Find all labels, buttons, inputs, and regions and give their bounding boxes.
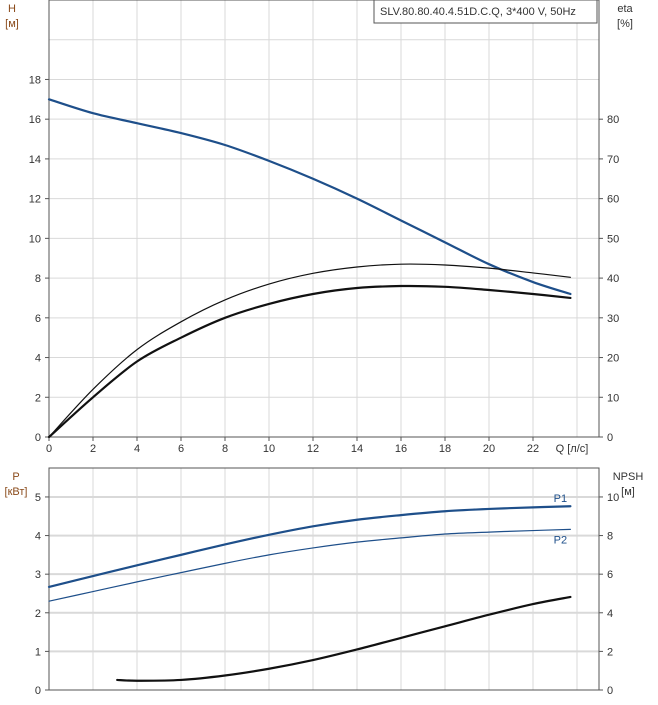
y-left-axis-unit: [кВт] <box>5 486 28 498</box>
y-left-tick-label: 2 <box>35 608 41 620</box>
x-tick-label: 0 <box>46 443 52 455</box>
y-left-tick-label: 0 <box>35 685 41 697</box>
y-right-tick-label: 30 <box>607 313 619 325</box>
curve-line-series-2 <box>116 595 572 682</box>
x-tick-label: 12 <box>307 443 319 455</box>
y-right-tick-label: 0 <box>607 432 613 444</box>
y-left-tick-label: 8 <box>35 273 41 285</box>
y-right-tick-label: 80 <box>607 114 619 126</box>
y-right-tick-label: 50 <box>607 233 619 245</box>
curve-line-series-0 <box>47 98 572 296</box>
y-left-tick-label: 16 <box>29 114 41 126</box>
y-right-tick-label: 10 <box>607 392 619 404</box>
plot-frame <box>48 0 600 438</box>
series-label-p1: P1 <box>554 493 567 505</box>
y-left-tick-label: 12 <box>29 194 41 206</box>
y-left-tick-label: 6 <box>35 313 41 325</box>
x-tick-label: 18 <box>439 443 451 455</box>
x-tick-label: 2 <box>90 443 96 455</box>
y-right-tick-label: 8 <box>607 531 613 543</box>
y-right-tick-label: 2 <box>607 646 613 658</box>
y-left-axis-name: P <box>12 471 19 483</box>
y-right-tick-label: 40 <box>607 273 619 285</box>
y-left-tick-label: 5 <box>35 492 41 504</box>
x-tick-label: 4 <box>134 443 140 455</box>
y-left-tick-label: 1 <box>35 646 41 658</box>
y-right-tick-label: 0 <box>607 685 613 697</box>
model-label-box <box>373 0 598 24</box>
y-left-tick-label: 18 <box>29 74 41 86</box>
x-tick-label: 10 <box>263 443 275 455</box>
curve-line-p2 <box>48 528 571 602</box>
y-left-tick-label: 0 <box>35 432 41 444</box>
y-left-axis-name: H <box>8 3 16 15</box>
model-label: SLV.80.80.40.4.51D.C.Q, 3*400 V, 50Hz <box>380 6 576 18</box>
x-tick-label: 6 <box>178 443 184 455</box>
x-axis-label: Q [л/с] <box>556 443 589 455</box>
y-right-axis-name: eta <box>617 3 633 15</box>
y-left-tick-label: 3 <box>35 569 41 581</box>
x-tick-label: 8 <box>222 443 228 455</box>
y-left-tick-label: 2 <box>35 392 41 404</box>
y-right-tick-label: 70 <box>607 154 619 166</box>
x-tick-label: 16 <box>395 443 407 455</box>
plot-frame <box>48 467 600 691</box>
curve-line-series-2 <box>47 284 572 439</box>
x-tick-label: 14 <box>351 443 363 455</box>
y-right-axis-unit: [%] <box>617 18 633 30</box>
x-tick-label: 20 <box>483 443 495 455</box>
y-left-tick-label: 4 <box>35 353 41 365</box>
y-left-axis-unit: [м] <box>5 18 19 30</box>
y-left-tick-label: 14 <box>29 154 41 166</box>
y-right-tick-label: 60 <box>607 194 619 206</box>
y-right-tick-label: 20 <box>607 353 619 365</box>
y-right-axis-unit: [м] <box>621 486 635 498</box>
y-right-tick-label: 4 <box>607 608 613 620</box>
y-right-tick-label: 10 <box>607 492 619 504</box>
y-left-tick-label: 10 <box>29 233 41 245</box>
y-left-tick-label: 4 <box>35 531 41 543</box>
y-right-tick-label: 6 <box>607 569 613 581</box>
curve-line-p1 <box>47 505 572 589</box>
curve-line-series-1 <box>48 263 571 438</box>
y-right-axis-name: NPSH <box>613 471 644 483</box>
x-tick-label: 22 <box>527 443 539 455</box>
series-label-p2: P2 <box>554 534 567 546</box>
